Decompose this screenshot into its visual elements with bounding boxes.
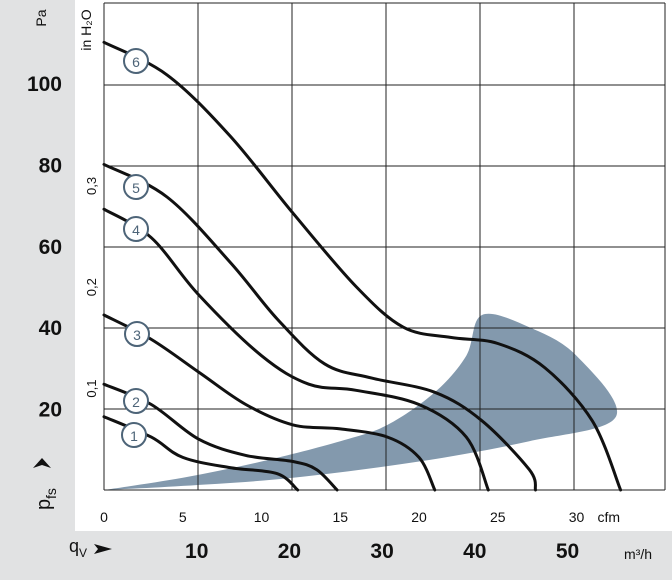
curve-6	[102, 40, 623, 492]
x-tick-cfm-25: 25	[490, 509, 506, 525]
y-tick-pa-20: 20	[39, 399, 62, 422]
y-unit-pa: Pa	[33, 9, 49, 26]
curve-marker-label: 4	[132, 222, 140, 238]
curve-marker-label: 5	[132, 180, 140, 196]
curve-marker-circle	[123, 388, 149, 414]
curve-marker-circle	[121, 422, 147, 448]
curve-marker-circle	[123, 216, 149, 242]
x-tick-cfm-10: 10	[254, 509, 270, 525]
y-tick-pa-60: 60	[39, 236, 62, 259]
curve-2	[102, 382, 339, 492]
x-tick-cfm-30: 30	[569, 509, 585, 525]
curve-marker-2: 2	[123, 388, 149, 414]
y-tick-inh2o: 0,1	[84, 380, 99, 398]
curve-marker-label: 3	[133, 327, 141, 343]
curve-marker-1: 1	[121, 422, 147, 448]
curve-marker-6: 6	[123, 48, 149, 74]
curve-marker-5: 5	[123, 174, 149, 200]
x-tick-m3h-30: 30	[370, 540, 393, 563]
y-axis-title-sub: fs	[43, 488, 59, 499]
left-axis-panel	[0, 0, 75, 580]
x-axis-title: q V	[69, 536, 87, 560]
x-axis-arrow-icon	[94, 544, 112, 554]
x-unit-m3h: m³/h	[624, 546, 652, 562]
x-tick-cfm-15: 15	[332, 509, 348, 525]
x-tick-m3h-50: 50	[556, 540, 579, 563]
x-unit-cfm: cfm	[597, 509, 620, 525]
y-tick-inh2o: 0,3	[84, 177, 99, 195]
curve-marker-label: 2	[132, 394, 140, 410]
y-unit-inh2o: in H₂O	[78, 9, 94, 50]
curve-marker-3: 3	[124, 321, 150, 347]
curve-marker-circle	[123, 48, 149, 74]
x-tick-m3h-10: 10	[185, 540, 208, 563]
curve-marker-label: 6	[132, 54, 140, 70]
curve-5	[102, 162, 537, 492]
x-tick-cfm-20: 20	[411, 509, 427, 525]
curve-marker-label: 1	[130, 428, 138, 444]
y-tick-pa-80: 80	[39, 154, 62, 177]
y-axis-title: p fs	[33, 488, 59, 510]
bottom-axis-panel	[0, 531, 672, 580]
curve-1	[102, 415, 300, 492]
curve-3	[102, 313, 437, 492]
x-axis-title-main: q	[69, 536, 79, 556]
y-tick-inh2o: 0,2	[84, 278, 99, 296]
x-tick-cfm-0: 0	[100, 509, 108, 525]
curve-marker-circle	[123, 174, 149, 200]
y-axis-title-main: p	[33, 499, 55, 510]
x-tick-m3h-20: 20	[278, 540, 301, 563]
operating-region	[104, 313, 618, 490]
y-axis-arrow-icon	[33, 458, 51, 468]
curve-marker-4: 4	[123, 216, 149, 242]
curve-4	[102, 207, 490, 492]
y-tick-pa-100: 100	[27, 73, 62, 96]
y-tick-pa-40: 40	[39, 317, 62, 340]
x-tick-m3h-40: 40	[463, 540, 486, 563]
curve-marker-circle	[124, 321, 150, 347]
x-axis-title-sub: V	[79, 546, 87, 560]
x-tick-cfm-5: 5	[179, 509, 187, 525]
